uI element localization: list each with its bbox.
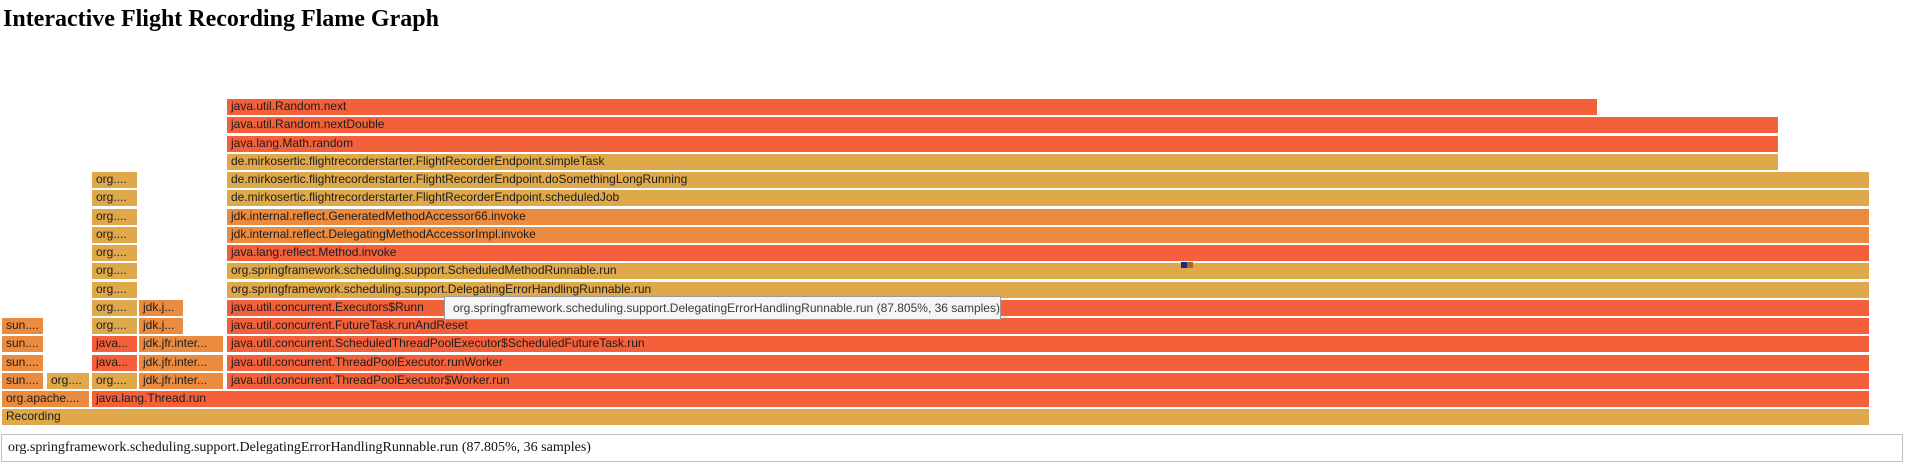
flame-frame[interactable]: org.... [92,172,137,188]
status-bar: org.springframework.scheduling.support.D… [1,434,1903,462]
flame-frame[interactable]: sun.... [2,373,43,389]
flame-frame[interactable]: org.... [92,263,137,279]
flame-frame[interactable]: jdk.j... [139,318,183,334]
flame-frame[interactable]: sun.... [2,318,43,334]
flame-frame[interactable]: org.... [92,190,137,206]
flame-frame[interactable]: org.... [92,373,137,389]
flame-frame[interactable]: org.apache.... [2,391,89,407]
flame-frame[interactable]: org.springframework.scheduling.support.S… [227,263,1869,279]
flame-frame[interactable]: java.util.concurrent.ThreadPoolExecutor$… [227,373,1869,389]
flame-frame[interactable]: jdk.jfr.inter... [139,336,223,352]
frame-tooltip-text: org.springframework.scheduling.support.D… [453,301,1000,315]
flame-frame[interactable]: java.util.concurrent.ThreadPoolExecutor.… [227,355,1869,371]
flame-frame[interactable]: org.... [92,209,137,225]
flame-frame[interactable]: Recording [2,409,1869,425]
flame-frame[interactable]: de.mirkosertic.flightrecorderstarter.Fli… [227,154,1778,170]
frame-tooltip: org.springframework.scheduling.support.D… [444,296,1001,320]
flame-frame[interactable]: org.... [92,300,137,316]
flame-frame[interactable]: jdk.jfr.inter... [139,373,223,389]
artifact-dot-blue [1181,262,1187,268]
flame-frame[interactable]: jdk.jfr.inter... [139,355,223,371]
flame-frame[interactable]: java.util.concurrent.FutureTask.runAndRe… [227,318,1869,334]
flame-frame[interactable]: java... [92,336,137,352]
flame-frame[interactable]: org.... [47,373,89,389]
status-bar-text: org.springframework.scheduling.support.D… [8,440,591,455]
flame-frame[interactable]: java.lang.Thread.run [92,391,1869,407]
flame-frame[interactable]: java.lang.reflect.Method.invoke [227,245,1869,261]
flame-frame[interactable]: de.mirkosertic.flightrecorderstarter.Fli… [227,190,1869,206]
flame-frame[interactable]: java... [92,355,137,371]
flame-frame[interactable]: org.... [92,227,137,243]
flame-frame[interactable]: sun.... [2,336,43,352]
flame-frame[interactable]: java.lang.Math.random [227,136,1778,152]
flame-frame[interactable]: org.... [92,318,137,334]
page-title: Interactive Flight Recording Flame Graph [3,6,439,32]
flame-frame[interactable]: jdk.internal.reflect.GeneratedMethodAcce… [227,209,1869,225]
artifact-dot-brown [1187,262,1193,268]
flame-frame[interactable]: org.... [92,245,137,261]
flame-frame[interactable]: org.... [92,282,137,298]
flame-frame[interactable]: jdk.internal.reflect.DelegatingMethodAcc… [227,227,1869,243]
flame-frame[interactable]: java.util.Random.nextDouble [227,117,1778,133]
flame-frame[interactable]: org.springframework.scheduling.support.D… [227,282,1869,298]
flame-frame[interactable]: java.util.concurrent.ScheduledThreadPool… [227,336,1869,352]
flame-frame[interactable]: java.util.Random.next [227,99,1597,115]
flame-frame[interactable]: sun.... [2,355,43,371]
flame-frame[interactable]: jdk.j... [139,300,183,316]
flame-frame[interactable]: de.mirkosertic.flightrecorderstarter.Fli… [227,172,1869,188]
